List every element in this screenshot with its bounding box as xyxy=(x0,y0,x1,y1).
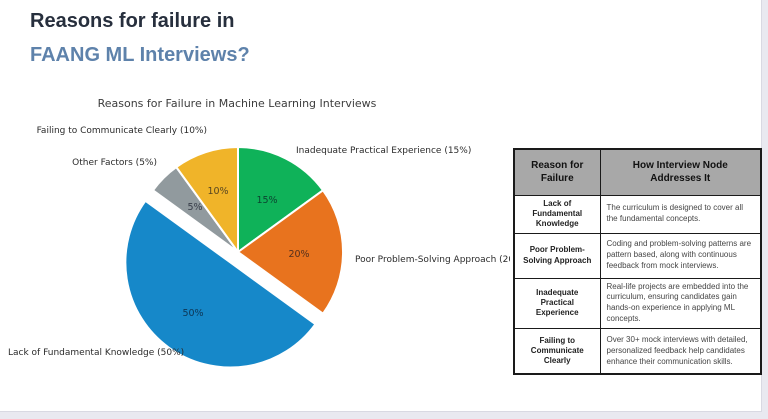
slide-canvas: Reasons for failure in FAANG ML Intervie… xyxy=(0,0,762,412)
table-header-reason: Reason for Failure xyxy=(513,148,601,196)
table-cell-how-2: Coding and problem-solving patterns are … xyxy=(599,232,762,279)
pct-label-failing-to-communicate: 10% xyxy=(207,186,228,197)
callout-poor-problem-solving: Poor Problem-Solving Approach (20%) xyxy=(355,255,510,265)
table-cell-reason-1: Lack of Fundamental Knowledge xyxy=(513,194,601,234)
page-title-line1: Reasons for failure in xyxy=(30,10,235,32)
table-row: Lack of Fundamental Knowledge The curric… xyxy=(513,194,762,234)
table-row: Failing to Communicate Clearly Over 30+ … xyxy=(513,327,762,375)
pct-label-lack-of-fundamental-knowledge: 50% xyxy=(182,308,203,319)
pie-slice-lack-of-fundamental-knowledge xyxy=(124,199,317,369)
pie-slice-poor-problem-solving xyxy=(237,189,345,315)
pie-chart: Reasons for Failure in Machine Learning … xyxy=(8,97,510,369)
page-title-line2: FAANG ML Interviews? xyxy=(30,44,250,66)
table-cell-how-3: Real-life projects are embedded into the… xyxy=(599,277,762,329)
callout-inadequate-practical-experience: Inadequate Practical Experience (15%) xyxy=(296,146,471,156)
table-cell-how-4: Over 30+ mock interviews with detailed, … xyxy=(599,327,762,375)
table-row: Inadequate Practical Experience Real-lif… xyxy=(513,277,762,329)
pct-label-other-factors: 5% xyxy=(187,202,202,213)
pie-slice-failing-to-communicate xyxy=(175,146,239,253)
callout-other-factors: Other Factors (5%) xyxy=(72,158,157,168)
pct-label-poor-problem-solving: 20% xyxy=(288,249,309,260)
pct-label-inadequate-practical-experience: 15% xyxy=(256,195,277,206)
callout-failing-to-communicate: Failing to Communicate Clearly (10%) xyxy=(37,126,207,136)
reasons-table: Reason for Failure How Interview Node Ad… xyxy=(513,148,762,376)
table-cell-reason-2: Poor Problem-Solving Approach xyxy=(513,232,601,279)
table-header-how: How Interview Node Addresses It xyxy=(599,148,762,196)
callout-lack-of-fundamental-knowledge: Lack of Fundamental Knowledge (50%) xyxy=(8,348,184,358)
table-cell-how-1: The curriculum is designed to cover all … xyxy=(599,194,762,234)
chart-title: Reasons for Failure in Machine Learning … xyxy=(98,97,377,110)
table-cell-reason-4: Failing to Communicate Clearly xyxy=(513,327,601,375)
table-cell-reason-3: Inadequate Practical Experience xyxy=(513,277,601,329)
table-header-row: Reason for Failure How Interview Node Ad… xyxy=(513,148,762,196)
table-row: Poor Problem-Solving Approach Coding and… xyxy=(513,232,762,279)
pie-slice-inadequate-practical-experience xyxy=(237,146,324,253)
